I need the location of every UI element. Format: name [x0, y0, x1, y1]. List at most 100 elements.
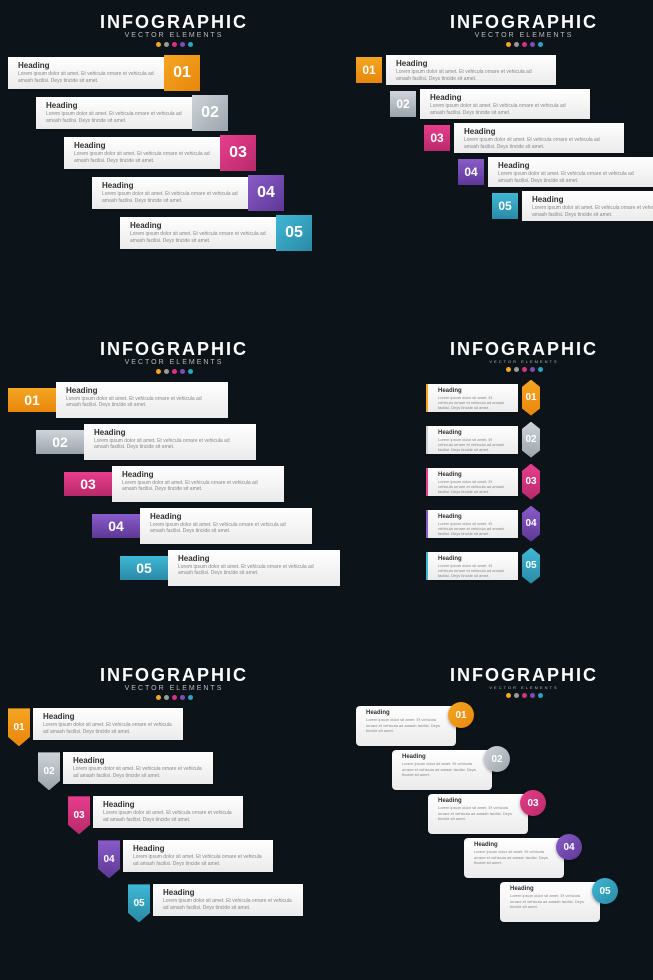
title: INFOGRAPHIC: [356, 665, 653, 686]
step-item: 02 Heading Lorem ipsum dolor sit amet. E…: [390, 89, 653, 119]
dot-icon: [538, 367, 543, 372]
step-body: Lorem ipsum dolor sit amet. Et vehicula …: [122, 480, 274, 493]
dot-icon: [164, 42, 169, 47]
step-card: Heading Lorem ipsum dolor sit amet. Et v…: [426, 552, 518, 580]
step-heading: Heading: [122, 470, 274, 479]
step-card: Heading Lorem ipsum dolor sit amet. Et v…: [112, 466, 284, 502]
panel-header: INFOGRAPHIC VECTOR ELEMENTS: [8, 665, 340, 700]
step-body: Lorem ipsum dolor sit amet. Et vehicula …: [438, 437, 508, 453]
color-dots: [356, 42, 653, 47]
step-heading: Heading: [510, 886, 590, 892]
step-body: Lorem ipsum dolor sit amet. Et vehicula …: [73, 766, 203, 779]
dot-icon: [514, 367, 519, 372]
step-list: 01 Heading Lorem ipsum dolor sit amet. E…: [356, 55, 653, 221]
step-card: Heading Lorem ipsum dolor sit amet. Et v…: [63, 752, 213, 784]
step-item: 04 Heading Lorem ipsum dolor sit amet. E…: [92, 508, 340, 544]
step-list: Heading Lorem ipsum dolor sit amet. Et v…: [356, 380, 653, 584]
step-item: Heading Lorem ipsum dolor sit amet. Et v…: [120, 215, 340, 251]
color-dots: [8, 42, 340, 47]
step-item: 01 Heading Lorem ipsum dolor sit amet. E…: [8, 708, 340, 746]
step-body: Lorem ipsum dolor sit amet. Et vehicula …: [133, 854, 263, 867]
infographic-panel: INFOGRAPHIC VECTOR ELEMENTS 01 Heading L…: [348, 0, 653, 327]
step-card: Heading Lorem ipsum dolor sit amet. Et v…: [84, 424, 256, 460]
step-heading: Heading: [163, 888, 293, 897]
step-card: Heading Lorem ipsum dolor sit amet. Et v…: [140, 508, 312, 544]
step-body: Lorem ipsum dolor sit amet. Et vehicula …: [74, 151, 214, 164]
step-body: Lorem ipsum dolor sit amet. Et vehicula …: [430, 103, 580, 116]
step-card: Heading Lorem ipsum dolor sit amet. Et v…: [36, 97, 196, 129]
dot-icon: [530, 693, 535, 698]
step-heading: Heading: [130, 221, 270, 230]
step-item: Heading Lorem ipsum dolor sit amet. Et v…: [426, 548, 653, 584]
step-item: Heading Lorem ipsum dolor sit amet. Et v…: [426, 422, 653, 458]
step-heading: Heading: [438, 472, 508, 478]
step-body: Lorem ipsum dolor sit amet. Et vehicula …: [103, 810, 233, 823]
step-body: Lorem ipsum dolor sit amet. Et vehicula …: [163, 898, 293, 911]
title: INFOGRAPHIC: [8, 665, 340, 686]
step-heading: Heading: [438, 388, 508, 394]
step-body: Lorem ipsum dolor sit amet. Et vehicula …: [474, 849, 554, 865]
step-body: Lorem ipsum dolor sit amet. Et vehicula …: [102, 191, 242, 204]
dot-icon: [530, 367, 535, 372]
step-heading: Heading: [66, 386, 218, 395]
dot-icon: [164, 369, 169, 374]
dot-icon: [180, 42, 185, 47]
panel-header: INFOGRAPHIC VECTOR ELEMENTS: [8, 12, 340, 47]
step-list: 01 Heading Lorem ipsum dolor sit amet. E…: [8, 382, 340, 586]
step-heading: Heading: [438, 556, 508, 562]
step-heading: Heading: [396, 59, 546, 68]
shield-badge: 01: [8, 708, 30, 746]
circle-badge: 05: [592, 878, 618, 904]
step-item: Heading Lorem ipsum dolor sit amet. Et v…: [500, 882, 653, 922]
step-card: Heading Lorem ipsum dolor sit amet. Et v…: [123, 840, 273, 872]
step-body: Lorem ipsum dolor sit amet. Et vehicula …: [46, 111, 186, 124]
step-item: 01 Heading Lorem ipsum dolor sit amet. E…: [356, 55, 653, 85]
step-card: Heading Lorem ipsum dolor sit amet. Et v…: [426, 384, 518, 412]
dot-icon: [530, 42, 535, 47]
step-body: Lorem ipsum dolor sit amet. Et vehicula …: [438, 805, 518, 821]
step-body: Lorem ipsum dolor sit amet. Et vehicula …: [130, 231, 270, 244]
step-card: Heading Lorem ipsum dolor sit amet. Et v…: [386, 55, 556, 85]
step-heading: Heading: [498, 161, 648, 170]
square-badge: 05: [492, 193, 518, 219]
step-heading: Heading: [402, 754, 482, 760]
circle-badge: 02: [484, 746, 510, 772]
step-item: 05 Heading Lorem ipsum dolor sit amet. E…: [120, 550, 340, 586]
square-badge: 04: [458, 159, 484, 185]
panel-header: INFOGRAPHIC VECTOR ELEMENTS: [8, 339, 340, 374]
step-body: Lorem ipsum dolor sit amet. Et vehicula …: [66, 396, 218, 409]
dot-icon: [506, 42, 511, 47]
square-badge: 02: [390, 91, 416, 117]
step-item: Heading Lorem ipsum dolor sit amet. Et v…: [426, 464, 653, 500]
step-item: 05 Heading Lorem ipsum dolor sit amet. E…: [492, 191, 653, 221]
step-heading: Heading: [474, 842, 554, 848]
step-body: Lorem ipsum dolor sit amet. Et vehicula …: [396, 69, 546, 82]
step-card: Heading Lorem ipsum dolor sit amet. Et v…: [120, 217, 280, 249]
dot-icon: [188, 369, 193, 374]
ribbon-badge: 03: [64, 472, 112, 496]
dot-icon: [538, 42, 543, 47]
step-card: Heading Lorem ipsum dolor sit amet. Et v…: [93, 796, 243, 828]
shield-badge: 04: [98, 840, 120, 878]
step-card: Heading Lorem ipsum dolor sit amet. Et v…: [426, 510, 518, 538]
circle-badge: 03: [520, 790, 546, 816]
arrow-badge: 01: [522, 380, 540, 416]
step-card: Heading Lorem ipsum dolor sit amet. Et v…: [500, 882, 600, 922]
step-heading: Heading: [133, 844, 263, 853]
step-heading: Heading: [430, 93, 580, 102]
title: INFOGRAPHIC: [356, 12, 653, 33]
infographic-panel: INFOGRAPHIC VECTOR ELEMENTS Heading Lore…: [0, 0, 348, 327]
step-body: Lorem ipsum dolor sit amet. Et vehicula …: [94, 438, 246, 451]
infographic-grid: INFOGRAPHIC VECTOR ELEMENTS Heading Lore…: [0, 0, 653, 980]
step-heading: Heading: [366, 710, 446, 716]
circle-badge: 04: [556, 834, 582, 860]
dot-icon: [522, 693, 527, 698]
step-item: 04 Heading Lorem ipsum dolor sit amet. E…: [458, 157, 653, 187]
step-item: 03 Heading Lorem ipsum dolor sit amet. E…: [64, 466, 340, 502]
step-item: 03 Heading Lorem ipsum dolor sit amet. E…: [424, 123, 653, 153]
dot-icon: [538, 693, 543, 698]
circle-badge: 01: [448, 702, 474, 728]
step-heading: Heading: [46, 101, 186, 110]
arrow-badge: 03: [522, 464, 540, 500]
step-body: Lorem ipsum dolor sit amet. Et vehicula …: [178, 564, 330, 577]
